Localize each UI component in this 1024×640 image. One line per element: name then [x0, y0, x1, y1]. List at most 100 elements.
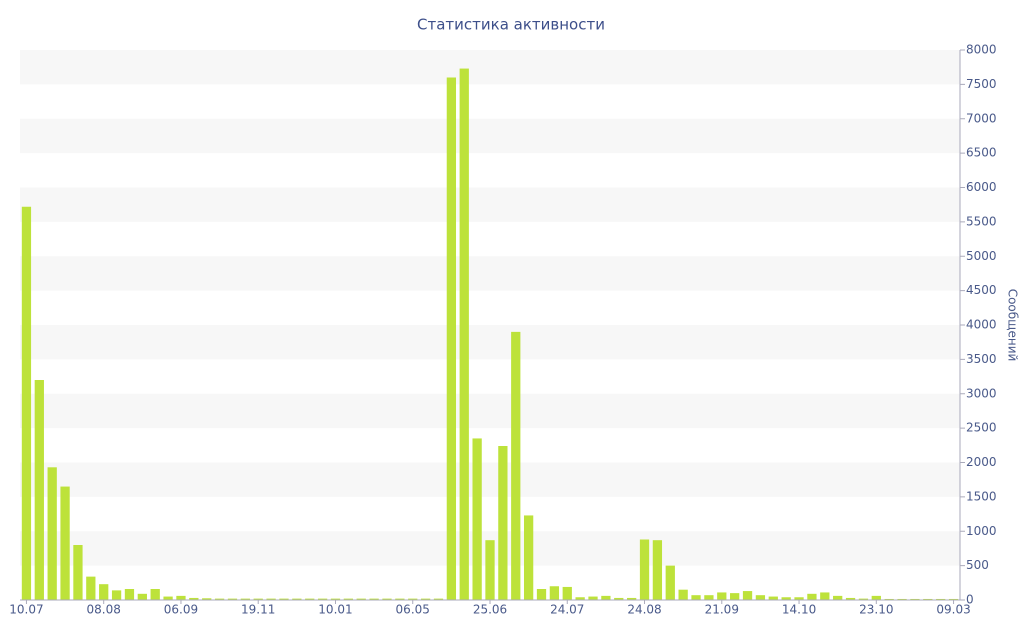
bar: [691, 595, 701, 600]
bar: [163, 596, 173, 600]
bar: [395, 598, 405, 600]
bar: [86, 576, 96, 600]
bar: [665, 565, 675, 600]
bar: [523, 515, 534, 600]
x-tick-label: 19.11: [241, 603, 275, 617]
bar: [202, 598, 212, 600]
bar: [446, 77, 457, 600]
bar: [794, 597, 804, 600]
bar: [266, 598, 276, 600]
bar: [652, 540, 663, 600]
bar: [21, 206, 32, 600]
bar: [111, 590, 122, 600]
bar: [549, 586, 560, 600]
bar: [343, 598, 353, 600]
bar: [742, 591, 753, 600]
bar: [498, 446, 508, 600]
y-tick-label: 5000: [966, 249, 997, 263]
bar: [240, 598, 250, 600]
bar: [536, 589, 547, 600]
x-tick-label: 14.10: [782, 603, 816, 617]
x-tick-label: 06.05: [396, 603, 430, 617]
bar: [511, 331, 521, 600]
bar: [562, 586, 572, 600]
bar: [601, 595, 611, 600]
x-tick-label: 08.08: [87, 603, 121, 617]
grid-band: [20, 393, 960, 429]
y-tick-label: 0: [966, 593, 974, 607]
bar: [408, 598, 418, 600]
grid-band: [20, 325, 960, 360]
grid-band: [20, 256, 960, 291]
y-tick-label: 1000: [966, 524, 997, 538]
y-tick-label: 3000: [966, 386, 997, 400]
y-tick-label: 2500: [966, 421, 997, 435]
bar: [330, 598, 341, 600]
x-tick-label: 21.09: [705, 603, 739, 617]
bar: [317, 598, 328, 600]
bar: [948, 598, 959, 600]
bar: [614, 597, 624, 600]
bar: [717, 592, 727, 600]
bar: [292, 598, 302, 600]
y-tick-label: 8000: [966, 43, 997, 57]
bar: [356, 598, 366, 600]
x-tick-label: 25.06: [473, 603, 507, 617]
bar: [369, 598, 379, 600]
bar: [485, 540, 495, 600]
bar: [137, 593, 147, 600]
bar: [936, 598, 946, 600]
bar: [305, 598, 315, 600]
x-tick-label: 09.03: [936, 603, 970, 617]
x-tick-label: 06.09: [164, 603, 198, 617]
bar: [627, 597, 637, 600]
chart-title: Статистика активности: [417, 16, 605, 34]
bar: [820, 592, 830, 600]
bar: [871, 595, 881, 600]
bar: [833, 595, 843, 600]
bar: [910, 598, 920, 600]
bar: [730, 593, 740, 600]
bar: [176, 595, 186, 600]
x-tick-label: 10.01: [318, 603, 352, 617]
bar: [678, 589, 688, 600]
bar: [807, 593, 817, 600]
x-tick-label: 10.07: [9, 603, 43, 617]
bar: [433, 598, 444, 600]
bar: [420, 598, 431, 600]
bar: [47, 467, 57, 600]
y-tick-label: 4000: [966, 318, 997, 332]
bar: [124, 589, 135, 600]
bar: [279, 598, 289, 600]
bar: [781, 597, 791, 600]
y-tick-label: 4500: [966, 283, 997, 297]
bar: [884, 598, 894, 600]
y-tick-label: 7500: [966, 77, 997, 91]
x-tick-label: 23.10: [859, 603, 893, 617]
bar: [704, 595, 714, 600]
bar: [639, 539, 650, 600]
bar: [60, 486, 70, 600]
bar: [253, 598, 263, 600]
y-tick-label: 7000: [966, 111, 997, 125]
bar: [472, 438, 482, 600]
bar: [755, 595, 766, 600]
grid-band: [20, 50, 960, 85]
bar: [227, 598, 238, 600]
y-tick-label: 5500: [966, 214, 997, 228]
x-tick-label: 24.07: [550, 603, 584, 617]
y-tick-label: 6000: [966, 180, 997, 194]
bar: [768, 596, 778, 600]
bar: [897, 598, 907, 600]
x-tick-label: 24.08: [627, 603, 661, 617]
bar: [214, 598, 225, 600]
y-tick-label: 6500: [966, 146, 997, 160]
bar: [150, 589, 160, 600]
y-tick-label: 1500: [966, 489, 997, 503]
bar: [588, 596, 598, 600]
grid-band: [20, 462, 960, 497]
bar: [73, 545, 83, 600]
bar: [34, 380, 44, 600]
bar: [189, 597, 199, 600]
y-tick-label: 3500: [966, 352, 997, 366]
